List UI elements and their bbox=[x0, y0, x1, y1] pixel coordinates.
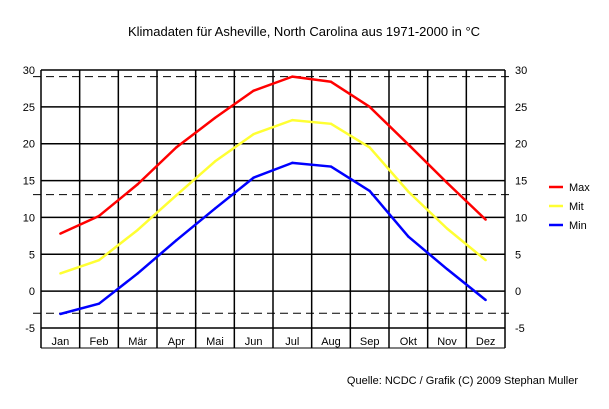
y-tick-label-right: 5 bbox=[515, 249, 521, 261]
data-point-min bbox=[213, 207, 217, 210]
y-tick-label-left: 20 bbox=[23, 139, 35, 151]
grid: -5 -5 0 0 5 5 10 10 15 15 20 20 25 25 30 30 Jan Feb Mär Apr… bbox=[23, 65, 527, 349]
x-tick-label: Feb bbox=[90, 336, 109, 348]
x-tick-label: Dez bbox=[476, 336, 496, 348]
series-lines bbox=[59, 75, 487, 316]
data-point-mit bbox=[291, 118, 294, 122]
chart-title: Klimadaten für Asheville, North Carolina… bbox=[128, 24, 480, 39]
y-tick-label-right: 10 bbox=[515, 212, 527, 224]
data-point-max bbox=[484, 218, 487, 221]
series-line-min bbox=[60, 161, 487, 316]
data-point-mit bbox=[407, 190, 410, 193]
x-tick-label: Sep bbox=[360, 336, 380, 348]
data-point-mit bbox=[445, 227, 449, 230]
y-tick-label-left: 5 bbox=[29, 249, 35, 261]
y-tick-label-right: 30 bbox=[515, 65, 527, 77]
data-point-mit bbox=[136, 228, 139, 232]
data-point-min bbox=[329, 165, 333, 168]
legend-label-max: Max bbox=[569, 182, 590, 194]
x-tick-label: Jan bbox=[51, 336, 69, 348]
data-point-mit bbox=[329, 122, 333, 126]
data-point-min bbox=[97, 302, 101, 305]
data-point-mit bbox=[252, 132, 255, 136]
x-tick-label: Aug bbox=[321, 336, 341, 348]
data-point-mit bbox=[97, 258, 101, 262]
data-point-max bbox=[213, 116, 217, 120]
data-point-max bbox=[252, 89, 255, 92]
y-tick-label-right: 0 bbox=[515, 286, 521, 298]
data-point-mit bbox=[175, 194, 178, 197]
x-tick-label: Mär bbox=[128, 336, 147, 348]
y-tick-label-left: 0 bbox=[29, 286, 35, 298]
series-line-mit bbox=[59, 118, 487, 275]
data-point-mit bbox=[368, 146, 371, 149]
data-point-min bbox=[445, 267, 449, 271]
data-point-mit bbox=[59, 272, 62, 275]
data-point-max bbox=[329, 80, 333, 83]
data-point-min bbox=[252, 176, 255, 179]
data-point-max bbox=[136, 183, 139, 186]
data-point-min bbox=[407, 235, 410, 238]
x-tick-label: Jul bbox=[285, 336, 299, 348]
x-tick-label: Mai bbox=[206, 336, 224, 348]
data-point-max bbox=[291, 75, 294, 78]
y-tick-label-left: 15 bbox=[23, 176, 35, 188]
data-point-max bbox=[97, 214, 101, 218]
data-point-max bbox=[368, 105, 371, 109]
legend-label-min: Min bbox=[569, 220, 587, 232]
y-tick-label-left: 10 bbox=[23, 212, 35, 224]
source-note: Quelle: NCDC / Grafik (C) 2009 Stephan M… bbox=[347, 375, 578, 387]
data-point-max bbox=[407, 143, 410, 146]
legend: Max Mit Min bbox=[549, 182, 590, 232]
data-point-min bbox=[59, 312, 62, 316]
data-point-mit bbox=[484, 258, 487, 262]
y-tick-label-left: 30 bbox=[23, 65, 35, 77]
x-tick-label: Nov bbox=[437, 336, 457, 348]
y-tick-label-right: -5 bbox=[515, 323, 525, 335]
data-point-max bbox=[445, 181, 449, 184]
y-tick-label-right: 15 bbox=[515, 176, 527, 188]
series-line-max bbox=[59, 75, 487, 235]
data-point-min bbox=[368, 189, 371, 193]
y-tick-label-left: 25 bbox=[23, 102, 35, 114]
x-tick-label: Apr bbox=[168, 336, 185, 348]
data-point-max bbox=[175, 146, 178, 149]
data-point-mit bbox=[213, 160, 217, 163]
x-tick-label: Jun bbox=[245, 336, 263, 348]
legend-label-mit: Mit bbox=[569, 201, 584, 213]
data-point-min bbox=[175, 239, 178, 242]
y-tick-label-right: 25 bbox=[515, 102, 527, 114]
data-point-min bbox=[136, 272, 139, 275]
y-tick-label-left: -5 bbox=[25, 323, 35, 335]
data-point-max bbox=[59, 232, 62, 235]
x-tick-label: Okt bbox=[400, 336, 417, 348]
data-point-min bbox=[291, 161, 294, 165]
data-point-min bbox=[484, 298, 487, 302]
y-tick-label-right: 20 bbox=[515, 139, 527, 151]
